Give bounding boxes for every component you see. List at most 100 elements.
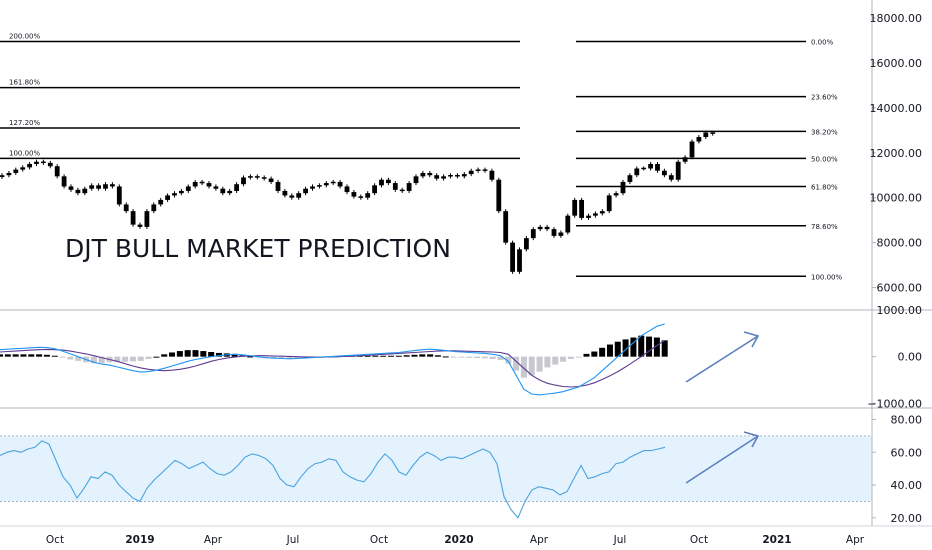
macd-up-arrow-head [743,331,760,348]
rsi-up-arrow [685,435,759,484]
macd-histogram-bar [419,354,426,357]
price-candle [220,186,226,196]
price-candle [662,168,667,178]
macd-histogram-bar [599,347,606,357]
price-candle [627,173,633,184]
price-candle [303,186,308,196]
price-candle [696,135,702,144]
macd-histogram-bar [28,354,35,357]
price-candle [399,187,405,193]
price-candle [172,191,177,198]
price-candle [579,197,584,220]
rsi-line [0,440,666,519]
macd-histogram-bar [215,352,222,357]
price-candle [61,174,67,189]
chart-annotation: DJT BULL MARKET PREDICTION [65,234,451,263]
macd-histogram-bar [481,356,488,359]
price-candle [317,183,322,189]
price-candle [248,174,253,180]
price-candle [144,209,150,229]
price-candle [323,181,329,188]
macd-histogram-bar [403,355,410,357]
axis-tick-label: 6000.00 [877,282,923,295]
price-candle [337,179,343,189]
price-candle [261,175,267,181]
fib-level-label: 61.80% [811,183,838,191]
price-candle [406,181,412,193]
macd-histogram-bar [184,350,191,357]
price-candle [365,191,371,200]
macd-histogram-bar [474,356,481,359]
price-candle [330,179,336,186]
rsi-panel [0,440,666,519]
macd-histogram-bar [0,354,3,357]
price-candle [655,161,660,173]
price-candle [47,160,53,169]
price-candle [386,177,391,186]
fib-level-label: 0.00% [811,39,834,47]
price-candle [441,174,446,181]
price-axis[interactable]: 18000.00 16000.00 14000.00 12000.00 10000.00… [867,12,922,525]
macd-line [0,323,665,396]
macd-histogram-bar [427,354,434,357]
macd-histogram-bar [466,356,473,358]
axis-tick-label: 40.00 [891,479,923,492]
price-candle [524,236,529,252]
macd-histogram-bar [497,356,504,360]
macd-up-arrow [685,335,759,383]
price-candle [537,224,543,232]
macd-histogram-bar [591,351,598,357]
macd-histogram-bar [20,354,27,357]
macd-histogram-bar [51,355,58,357]
price-candle [68,184,74,192]
price-candle [634,166,640,178]
price-candle [613,191,619,198]
axis-tick-label: 10000.00 [870,192,923,205]
macd-histogram-bar [67,356,74,360]
macd-histogram-bar [560,356,567,362]
price-candle [710,130,716,136]
price-candle [565,213,571,235]
price-candle [137,222,143,229]
price-candle [20,165,26,172]
price-candle [482,167,488,173]
prediction-arrows [685,331,760,484]
rsi-up-arrow-head [743,431,760,448]
axis-tick-label: 1000.00 [877,304,923,317]
macd-histogram-bar [98,356,105,364]
price-candle [682,155,688,164]
price-candle [282,188,288,198]
price-candle [241,175,246,187]
price-candle [586,213,591,220]
price-candle [434,173,440,181]
price-candle [558,230,564,238]
price-candle [668,173,674,182]
macd-histogram-bar [606,344,613,357]
macd-histogram-bar [528,356,535,376]
macd-histogram-bar [411,354,418,357]
time-axis[interactable]: Oct 2019 Apr Jul Oct 2020 Apr Jul Oct 2021 Apr [46,534,865,546]
price-candle [234,182,239,193]
macd-histogram-bar [536,356,543,372]
macd-histogram-bar [489,356,496,359]
time-axis-label: Jul [286,534,300,546]
fibonacci-levels: 227.20%200.00%161.80%127.20%100.00%0.00%… [0,33,842,281]
time-axis-label: Apr [204,534,223,546]
price-candle [620,179,626,196]
price-candle [185,184,191,193]
macd-histogram-bar [75,356,82,361]
price-candle [82,186,88,196]
price-candle [344,184,350,195]
price-candle [468,168,474,177]
macd-histogram-bar [286,356,293,359]
macd-histogram-bar [114,356,121,363]
price-candle [530,227,536,241]
macd-histogram-bar [442,356,449,358]
fib-level-label: 127.20% [9,119,40,127]
price-candle [75,187,81,196]
price-candle [489,168,495,182]
price-candle [351,190,357,199]
price-candle [544,224,550,232]
price-candle [593,211,598,218]
